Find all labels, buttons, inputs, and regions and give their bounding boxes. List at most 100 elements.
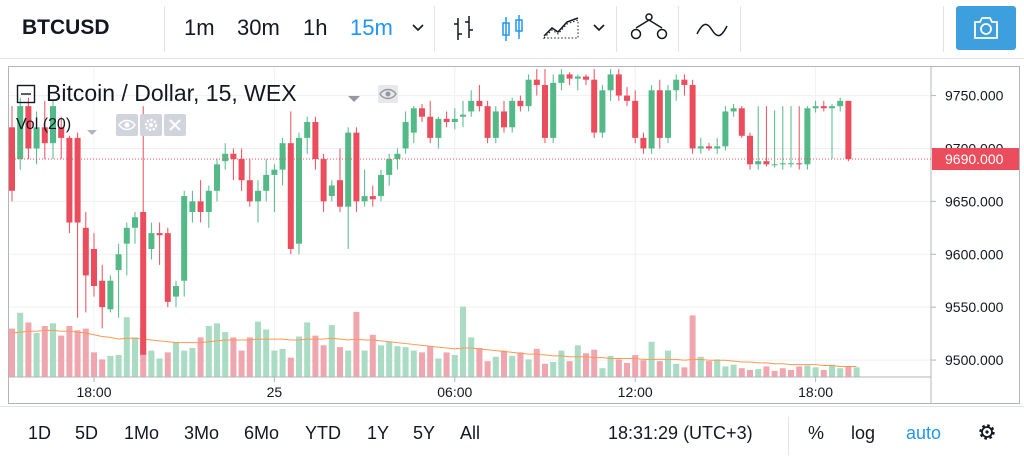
bottom-divider: [788, 417, 789, 455]
volume-bar: [91, 352, 97, 377]
volume-bar: [156, 358, 163, 377]
candle-body: [501, 111, 507, 128]
candle-body: [419, 108, 425, 117]
candle-body: [25, 106, 32, 149]
interval-1h-button[interactable]: 1h: [303, 15, 328, 40]
volume-bar: [533, 348, 540, 377]
candle-body: [205, 190, 212, 212]
candle-body: [50, 106, 56, 144]
candle-body: [369, 196, 376, 200]
volume-bar: [443, 352, 450, 377]
range-all-button[interactable]: All: [460, 423, 481, 443]
volume-bar: [263, 329, 270, 377]
volume-bar: [173, 341, 179, 377]
candle-body: [738, 108, 745, 136]
volume-bar: [304, 322, 311, 377]
candle-body: [583, 76, 589, 80]
candle-body: [542, 84, 548, 138]
candle-body: [148, 233, 155, 249]
volume-bar: [484, 361, 491, 377]
volume-bar: [394, 346, 401, 377]
auto-scale-toggle[interactable]: auto: [906, 423, 942, 443]
candle-body: [517, 100, 524, 107]
chart-pane[interactable]: 9750.0009700.0009650.0009600.0009550.000…: [8, 66, 1020, 404]
chart-settings-gear-icon[interactable]: [976, 421, 998, 448]
candle-body: [156, 233, 163, 236]
interval-30m-button[interactable]: 30m: [237, 15, 280, 40]
candle-body: [492, 111, 499, 138]
candle-body: [263, 174, 270, 191]
volume-bar: [451, 355, 458, 377]
volume-settings-gear-icon[interactable]: [140, 114, 162, 141]
bar-chart-style-icon[interactable]: [452, 14, 476, 49]
range-5d-button[interactable]: 5D: [75, 423, 99, 443]
series-visibility-eye-icon[interactable]: [377, 84, 399, 109]
collapse-square-icon[interactable]: [16, 84, 36, 109]
volume-bar: [714, 359, 721, 377]
candle-body: [230, 153, 237, 160]
bottom-toolbar: 1D 5D 1Mo 3Mo 6Mo YTD 1Y 5Y All 18:31:29…: [0, 406, 1024, 463]
range-ytd-button[interactable]: YTD: [305, 423, 341, 443]
volume-bar: [279, 348, 286, 377]
y-tick-label: 9550.000: [945, 299, 1004, 315]
volume-bar: [255, 321, 261, 377]
volume-visibility-eye-icon[interactable]: [116, 114, 138, 141]
volume-bar: [591, 349, 598, 377]
candle-body: [443, 118, 450, 123]
candle-body: [197, 201, 204, 212]
chart-style-dropdown-chevron-icon[interactable]: [592, 20, 606, 38]
interval-15m-button[interactable]: 15m: [350, 15, 393, 40]
volume-bar: [164, 352, 171, 377]
volume-bar: [419, 352, 425, 377]
volume-bar: [238, 350, 245, 377]
candle-body: [345, 132, 352, 207]
candle-body: [837, 100, 844, 107]
candle-body: [460, 114, 466, 117]
candle-body: [320, 159, 327, 202]
volume-bar: [345, 350, 352, 377]
candle-body: [33, 127, 40, 149]
candle-body: [665, 90, 671, 138]
volume-bar: [607, 355, 614, 377]
candle-body: [640, 137, 647, 149]
price-chart[interactable]: 9750.0009700.0009650.0009600.0009550.000…: [9, 67, 1019, 403]
y-tick-label: 9500.000: [945, 352, 1004, 368]
volume-menu-chevron-icon[interactable]: [86, 123, 98, 141]
interval-1m-button[interactable]: 1m: [184, 15, 215, 40]
volume-bar: [755, 369, 762, 377]
interval-dropdown-chevron-icon[interactable]: [411, 20, 425, 38]
volume-bar: [82, 328, 89, 377]
volume-bar: [492, 356, 499, 377]
range-5y-button[interactable]: 5Y: [413, 423, 436, 443]
volume-bar: [558, 350, 565, 377]
volume-bar: [181, 350, 188, 377]
volume-remove-close-icon[interactable]: [164, 114, 186, 141]
clock-timezone[interactable]: 18:31:29 (UTC+3): [608, 423, 753, 443]
candles-chart-style-icon[interactable]: [500, 14, 526, 49]
percent-scale-toggle[interactable]: %: [808, 423, 825, 443]
candle-body: [755, 161, 762, 165]
volume-bar: [812, 367, 819, 377]
candle-body: [361, 196, 368, 202]
candle-body: [697, 146, 704, 149]
range-6mo-button[interactable]: 6Mo: [244, 423, 280, 443]
candle-body: [779, 163, 786, 165]
candle-body: [747, 135, 753, 165]
volume-bar: [738, 368, 745, 377]
symbol-search[interactable]: BTCUSD: [22, 16, 110, 39]
volume-bar: [361, 350, 368, 377]
range-1d-button[interactable]: 1D: [28, 423, 52, 443]
compare-wave-icon[interactable]: [695, 20, 729, 45]
range-3mo-button[interactable]: 3Mo: [184, 423, 220, 443]
range-1y-button[interactable]: 1Y: [367, 423, 390, 443]
volume-bar: [271, 350, 278, 377]
volume-bar: [689, 315, 696, 377]
log-scale-toggle[interactable]: log: [851, 423, 876, 443]
series-menu-chevron-icon[interactable]: [347, 90, 361, 108]
range-1mo-button[interactable]: 1Mo: [124, 423, 160, 443]
indicators-scales-icon[interactable]: [628, 12, 670, 47]
area-chart-style-icon[interactable]: [542, 16, 579, 45]
volume-bar: [673, 363, 680, 377]
candle-body: [328, 185, 335, 197]
snapshot-button[interactable]: [956, 6, 1016, 50]
